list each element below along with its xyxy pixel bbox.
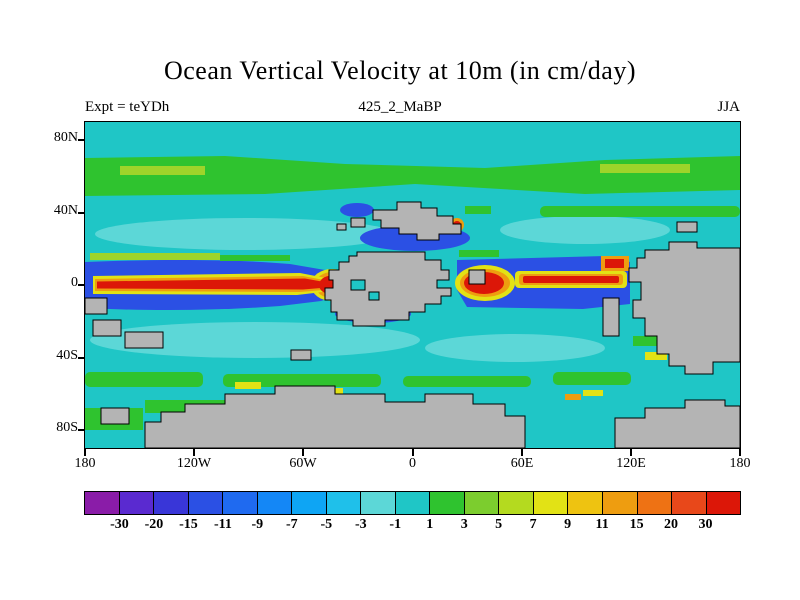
colorbar-tick-label: -20 [144,517,164,532]
colorbar-cell [602,492,638,514]
lat-tick-mark [78,139,85,141]
colorbar-cell [85,492,120,514]
colorbar-cell [119,492,155,514]
lon-tick-label: 180 [74,456,96,471]
colorbar-cell [672,492,707,514]
colorbar-tick-label: 9 [564,517,572,532]
colorbar-tick-label: -7 [285,517,298,532]
colorbar-tick-label: 5 [495,517,503,532]
colorbar-cell [188,492,224,514]
colorbar-tick-label: 11 [595,517,609,532]
colorbar-tick-label: 1 [426,517,434,532]
season-label: JJA [717,99,740,115]
map-plot-area [84,121,741,449]
run-label: 425_2_MaBP [358,99,442,115]
lat-tick-label: 80S [56,420,78,435]
colorbar-cell [223,492,258,514]
lat-tick-label: 40N [53,202,78,218]
colorbar-tick-label: -15 [179,517,198,532]
colorbar-cell [154,492,189,514]
lon-tick-label: 180 [729,456,751,471]
colorbar-cell [464,492,500,514]
colorbar-tick-label: -1 [389,517,402,532]
colorbar-cell [395,492,431,514]
colorbar-tick-label: 15 [629,517,644,532]
colorbar-cell [326,492,362,514]
colorbar-tick-label: 3 [460,517,468,532]
lon-tick-mark [193,449,195,456]
lon-tick-mark [411,449,414,456]
colorbar-tick-label: -30 [110,517,129,532]
colorbar-tick-label: -9 [251,517,264,532]
lat-tick-label: 0 [71,275,78,290]
colorbar-cell [533,492,569,514]
south-east-land [614,399,740,448]
lon-tick-label: 0 [409,456,416,471]
colorbar-tick-label: -5 [320,517,333,532]
lat-tick-mark [78,429,85,431]
inland-lakes [350,279,380,301]
lon-tick-mark [630,449,632,456]
colorbar [84,491,741,515]
lat-tick-mark [78,356,85,359]
lon-tick-label: 60W [289,456,317,471]
colorbar-tick-label: 7 [529,517,537,532]
colorbar-cell [430,492,465,514]
colorbar-cell [499,492,534,514]
lon-tick-mark [84,449,86,456]
lon-tick-mark [302,449,304,456]
island-east-of-continent [468,269,486,285]
colorbar-tick-label: 20 [664,517,679,532]
south-polar-land [144,385,526,448]
experiment-label: Expt = teYDh [85,99,170,115]
lat-tick-mark [78,284,85,286]
colorbar-cell [706,492,741,514]
colorbar-cell [257,492,293,514]
colorbar-tick-label: -3 [354,517,367,532]
lon-tick-label: 60E [510,456,534,471]
world-map [85,122,740,448]
north-island-chain [372,201,462,241]
lat-tick-label: 80N [53,130,78,145]
lon-tick-mark [739,449,741,456]
lat-tick-label: 40S [56,347,78,363]
plot-title: Ocean Vertical Velocity at 10m (in cm/da… [163,56,636,85]
land-masses [85,201,740,448]
lon-tick-label: 120W [176,456,212,471]
colorbar-cell [568,492,603,514]
colorbar-tick-label: -11 [213,517,232,532]
lat-tick-mark [78,211,85,214]
colorbar-cell [637,492,673,514]
lon-tick-label: 120E [616,456,646,471]
colorbar-cell [292,492,327,514]
eastern-continent [628,241,740,375]
lon-tick-mark [521,449,523,456]
colorbar-cell [361,492,396,514]
central-continent [324,251,452,327]
colorbar-tick-label: 30 [698,517,713,532]
